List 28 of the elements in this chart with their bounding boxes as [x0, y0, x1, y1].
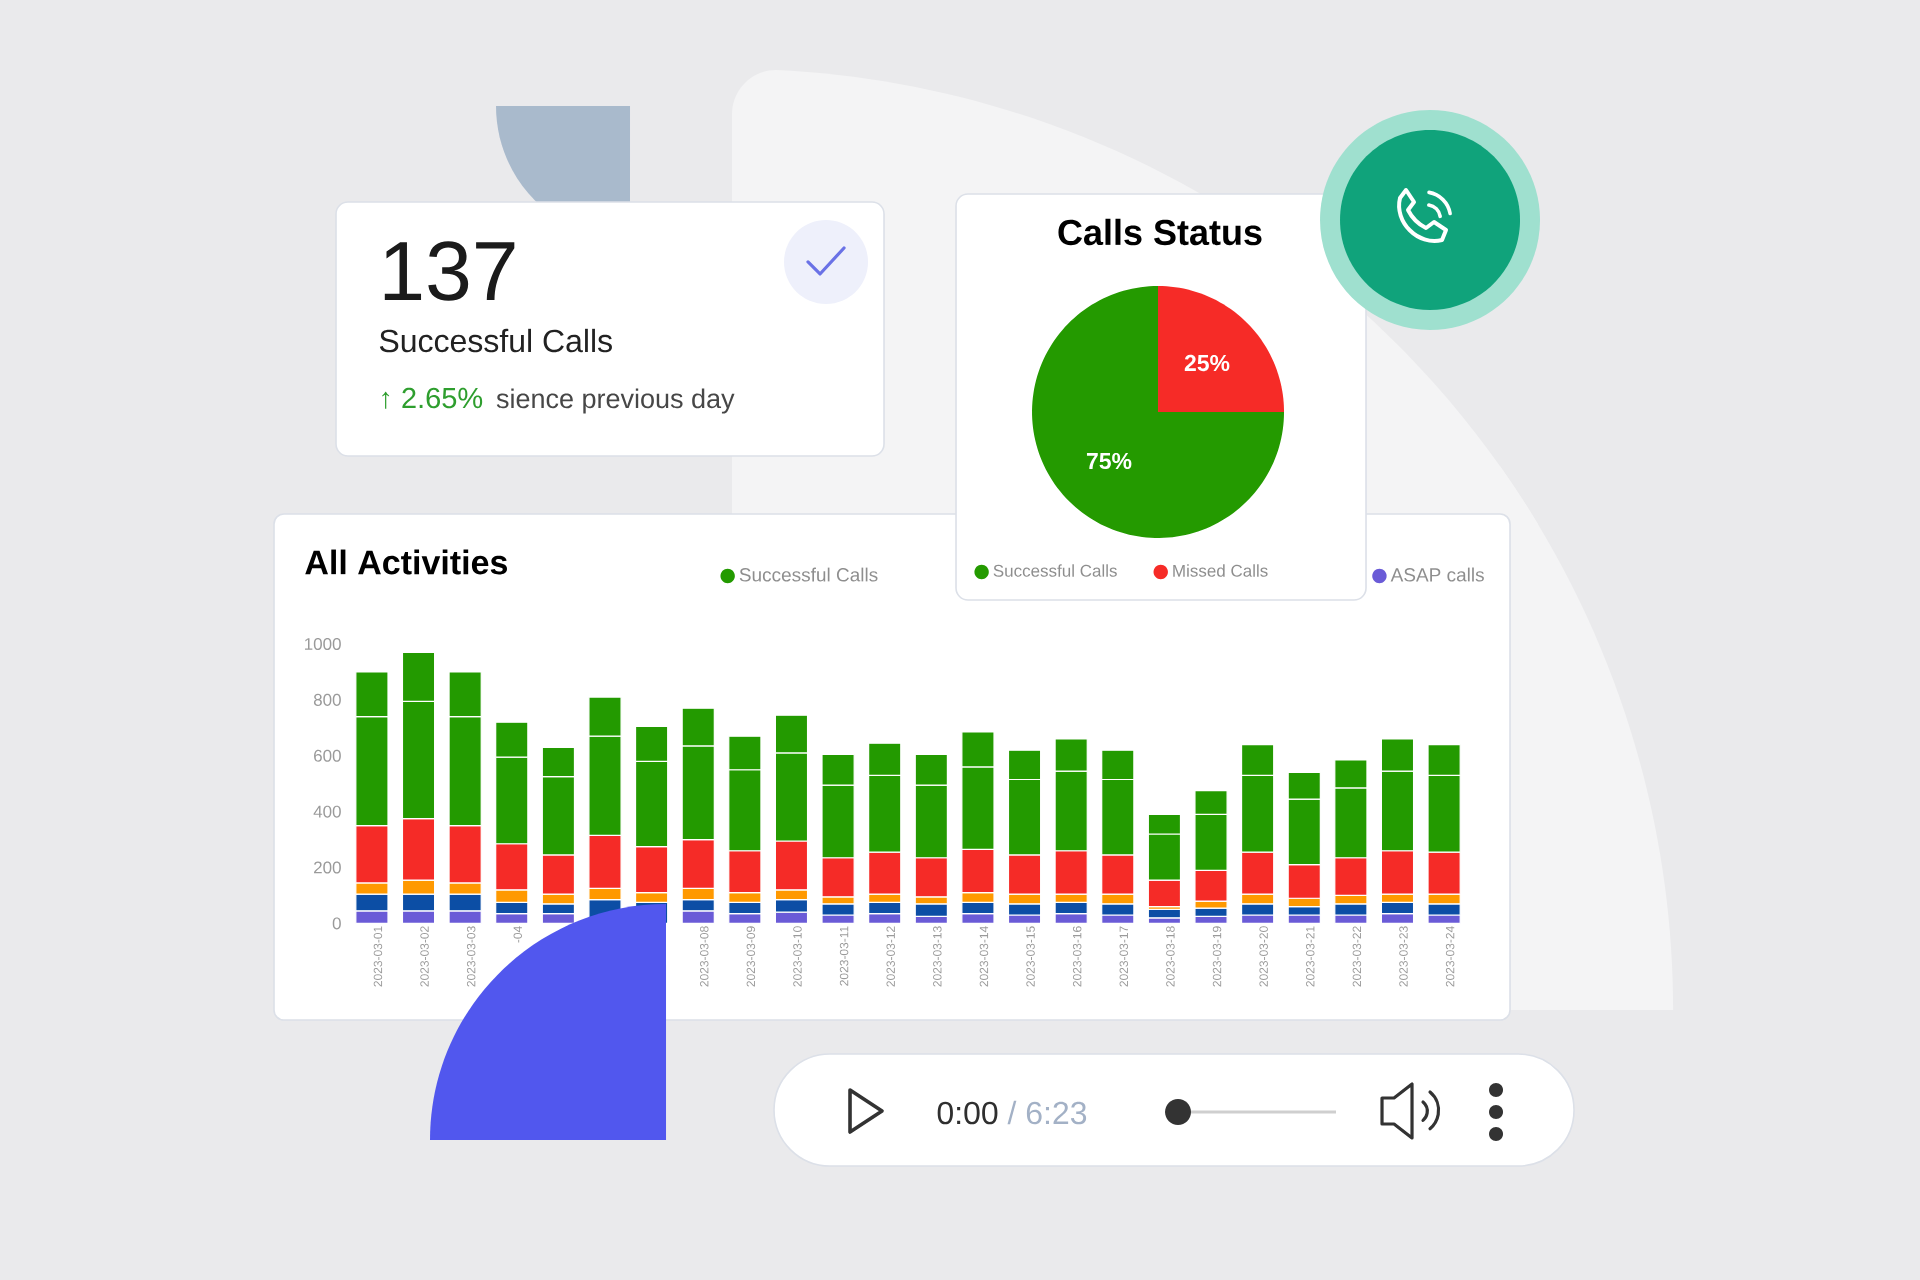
bar	[1007, 903, 1042, 916]
data-label: 75%	[1086, 452, 1132, 470]
bar	[1334, 903, 1368, 916]
y-tick-label: 400	[313, 805, 341, 818]
chart-title: Calls Status	[1058, 218, 1262, 246]
legend-label: ASAP calls	[1390, 567, 1484, 582]
y-tick-label: 600	[314, 749, 341, 762]
bar	[821, 903, 855, 916]
y-tick-label: 800	[313, 693, 341, 706]
text: sience previous day	[496, 388, 735, 414]
bar	[1427, 903, 1461, 916]
legend-label: Successful Calls	[993, 564, 1117, 577]
legend-label: Successful Calls	[739, 567, 878, 582]
text: 0:00	[937, 1101, 998, 1125]
text: 137	[384, 241, 515, 301]
bar	[1101, 903, 1135, 916]
text: ↑ 2.65%	[382, 387, 483, 409]
y-tick-label: 1000	[305, 637, 341, 650]
text: Successful Calls	[379, 328, 612, 353]
y-tick-label: 200	[314, 861, 341, 874]
chart-title: All Activities	[305, 549, 507, 575]
text: / 6:23	[1007, 1100, 1087, 1125]
data-label: 25%	[1184, 354, 1230, 372]
legend-label: Missed Calls	[1173, 564, 1268, 577]
bar	[914, 903, 948, 918]
bar	[1240, 903, 1275, 916]
y-tick-label: 0	[332, 917, 341, 930]
bar	[1287, 906, 1321, 916]
